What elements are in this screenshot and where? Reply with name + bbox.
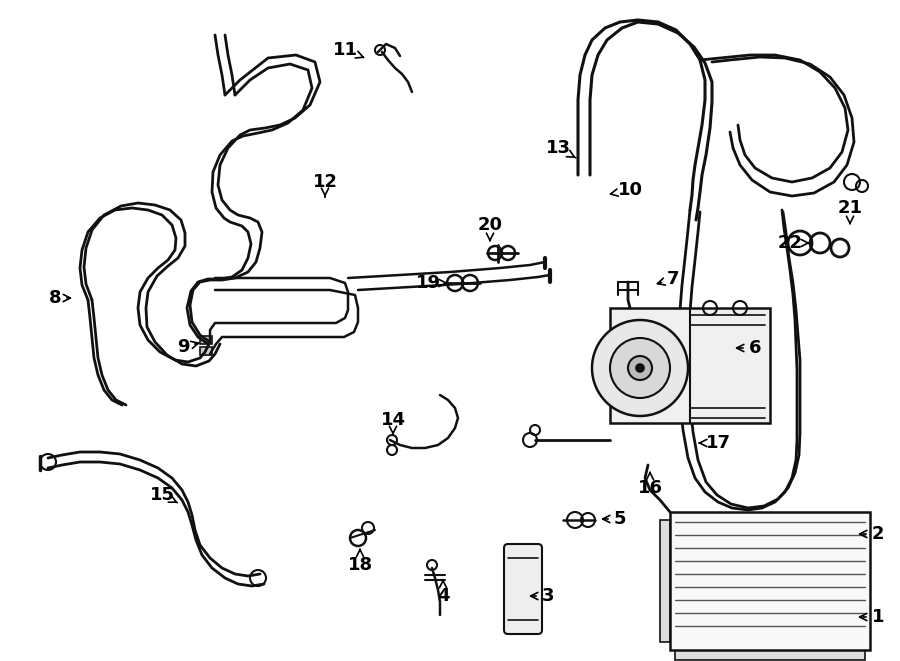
Text: 13: 13 xyxy=(545,139,576,158)
Text: 16: 16 xyxy=(637,473,662,497)
Circle shape xyxy=(610,338,670,398)
Text: 3: 3 xyxy=(531,587,554,605)
Text: 18: 18 xyxy=(347,549,373,574)
Text: 10: 10 xyxy=(610,181,643,199)
Text: 14: 14 xyxy=(381,411,406,435)
Text: 9: 9 xyxy=(176,338,199,356)
Circle shape xyxy=(628,356,652,380)
Text: 12: 12 xyxy=(312,173,338,196)
Text: 6: 6 xyxy=(736,339,761,357)
Text: 15: 15 xyxy=(149,486,177,504)
Bar xyxy=(610,308,770,423)
FancyBboxPatch shape xyxy=(504,544,542,634)
Text: 7: 7 xyxy=(657,270,680,288)
Bar xyxy=(670,512,870,650)
Text: 11: 11 xyxy=(332,41,364,59)
Text: 4: 4 xyxy=(436,580,449,605)
Text: 2: 2 xyxy=(860,525,884,543)
Text: 5: 5 xyxy=(603,510,626,528)
Text: 17: 17 xyxy=(699,434,731,452)
Bar xyxy=(660,520,670,642)
Bar xyxy=(200,336,212,344)
Text: 20: 20 xyxy=(478,216,502,241)
Circle shape xyxy=(592,320,688,416)
Bar xyxy=(675,650,865,660)
Text: 1: 1 xyxy=(860,608,884,626)
Circle shape xyxy=(636,364,644,372)
Text: 22: 22 xyxy=(778,234,808,252)
Bar xyxy=(200,347,212,355)
Text: 19: 19 xyxy=(416,274,446,292)
Text: 8: 8 xyxy=(49,289,70,307)
Text: 21: 21 xyxy=(838,199,862,223)
